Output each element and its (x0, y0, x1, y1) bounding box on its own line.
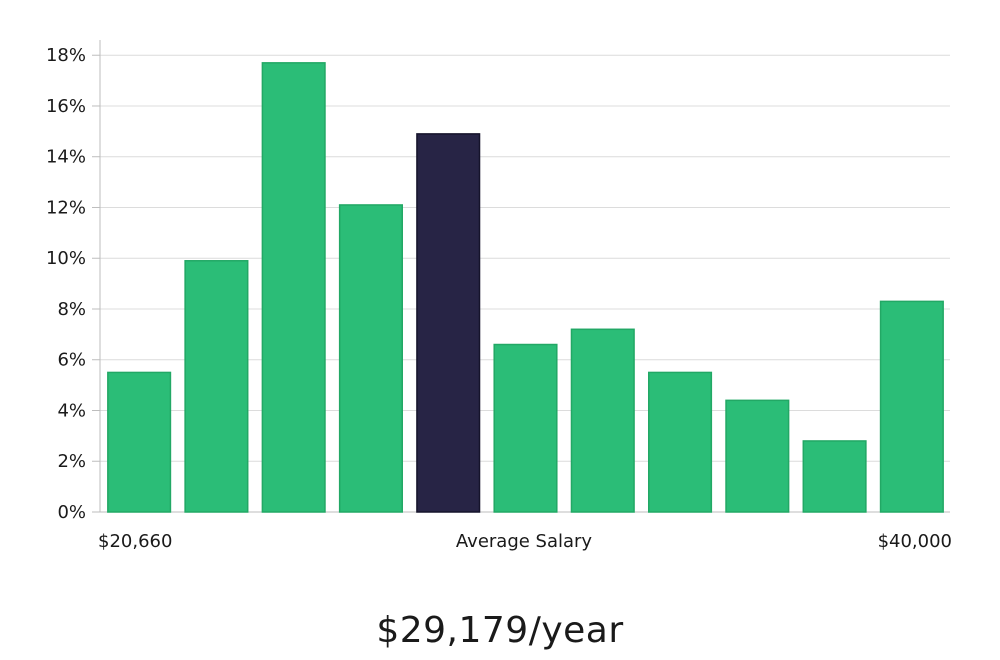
bar (879, 300, 944, 513)
x-left-label: $20,660 (98, 531, 172, 552)
salary-histogram: 0% 2% 4% 6% 8% 10% 12% 14% 16% 18% $20,660 Averag… (46, 40, 952, 552)
average-salary-value: $29,179/year (376, 610, 624, 651)
bars (107, 62, 944, 513)
bar-average-highlight (416, 133, 481, 513)
bar (338, 204, 403, 513)
y-axis-ticks: 0% 2% 4% 6% 8% 10% 12% 14% 16% 18% (46, 45, 100, 523)
bar (648, 371, 713, 513)
bar (570, 328, 635, 513)
bar (107, 371, 172, 513)
y-tick-label: 10% (46, 248, 86, 269)
bar (802, 440, 867, 513)
y-tick-label: 4% (57, 400, 86, 421)
y-tick-label: 8% (57, 299, 86, 320)
x-right-label: $40,000 (878, 531, 952, 552)
y-tick-label: 14% (46, 147, 86, 168)
bar (493, 343, 558, 513)
bar (725, 399, 790, 513)
x-center-label: Average Salary (456, 531, 593, 552)
y-tick-label: 0% (57, 502, 86, 523)
y-tick-label: 18% (46, 45, 86, 66)
y-tick-label: 6% (57, 350, 86, 371)
y-tick-label: 2% (57, 451, 86, 472)
y-tick-label: 12% (46, 197, 86, 218)
y-tick-label: 16% (46, 96, 86, 117)
bar (184, 260, 249, 513)
bar (261, 62, 326, 513)
